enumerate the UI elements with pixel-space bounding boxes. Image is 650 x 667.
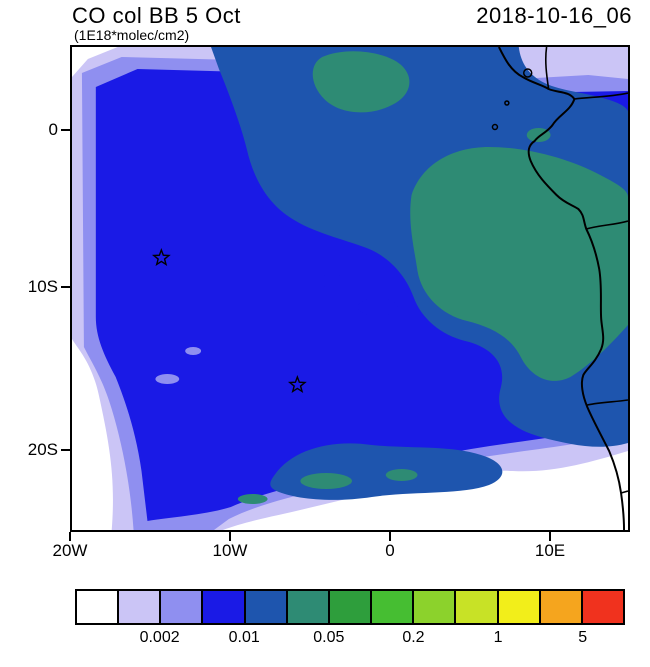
colorbar-cell	[243, 591, 286, 623]
colorbar-cell	[117, 591, 160, 623]
colorbar-cell	[77, 591, 118, 623]
contour-fill-0p02-0p05-top-patch	[312, 51, 410, 113]
plot-title: CO col BB 5 Oct	[72, 3, 241, 28]
country-border	[587, 399, 628, 406]
x-axis-tick	[549, 532, 551, 541]
colorbar-label: 0.2	[402, 629, 425, 646]
country-border	[544, 47, 550, 90]
map-canvas	[72, 47, 628, 530]
colorbar-labels: 0.002 0.01 0.05 0.2 1 5	[75, 629, 625, 651]
country-border	[586, 220, 628, 230]
y-axis-tick	[61, 449, 70, 451]
colorbar-cell	[412, 591, 455, 623]
colorbar-label: 1	[493, 629, 503, 646]
colorbar-cell	[285, 591, 328, 623]
y-axis-label-10s: 10S	[27, 277, 58, 296]
x-axis-tick	[69, 532, 71, 541]
colorbar-cell	[159, 591, 202, 623]
colorbar-cell	[580, 591, 624, 623]
africa-coastline	[498, 47, 626, 530]
y-axis-tick	[61, 286, 70, 288]
contour-fill-0p02-0p05-south-spot	[237, 494, 268, 504]
x-axis-label-20w: 20W	[52, 541, 88, 560]
contour-fill-periwinkle-spot	[185, 347, 202, 355]
map-frame	[70, 45, 630, 532]
x-axis-tick	[389, 532, 391, 541]
y-axis-label-20s: 20S	[27, 440, 58, 459]
x-axis-tick	[229, 532, 231, 541]
colorbar-cell	[496, 591, 539, 623]
contour-fill-light-spot	[357, 298, 398, 316]
colorbar-cell	[538, 591, 581, 623]
plot-timestamp: 2018-10-16_06	[476, 3, 632, 28]
x-axis-label-0: 0	[385, 541, 395, 560]
contour-fill-light-spot	[320, 274, 345, 288]
contour-fill-0p02-0p05-south-spot	[300, 473, 352, 489]
colorbar-cell	[370, 591, 413, 623]
contour-fill-0p02-0p05-south-spot	[385, 469, 418, 481]
colorbar-label: 0.002	[139, 629, 180, 646]
star-marker	[287, 375, 307, 394]
colorbar-label: 0.01	[228, 629, 260, 646]
y-axis-label-0: 0	[48, 120, 58, 139]
country-border	[620, 490, 628, 494]
country-border	[574, 92, 628, 100]
x-axis-label-10e: 10E	[534, 541, 566, 560]
island-outline	[491, 123, 499, 131]
y-axis-tick	[61, 129, 70, 131]
plot-units-subtitle: (1E18*molec/cm2)	[74, 27, 190, 43]
island-outline	[504, 100, 510, 106]
colorbar-cell	[201, 591, 244, 623]
star-marker	[151, 248, 171, 267]
x-axis-label-10w: 10W	[212, 541, 248, 560]
colorbar-label: 5	[578, 629, 588, 646]
island-outline	[523, 68, 533, 78]
colorbar	[75, 589, 625, 625]
contour-fill-periwinkle-spot	[155, 374, 180, 384]
colorbar-cell	[327, 591, 371, 623]
colorbar-cell	[454, 591, 497, 623]
colorbar-label: 0.05	[313, 629, 345, 646]
